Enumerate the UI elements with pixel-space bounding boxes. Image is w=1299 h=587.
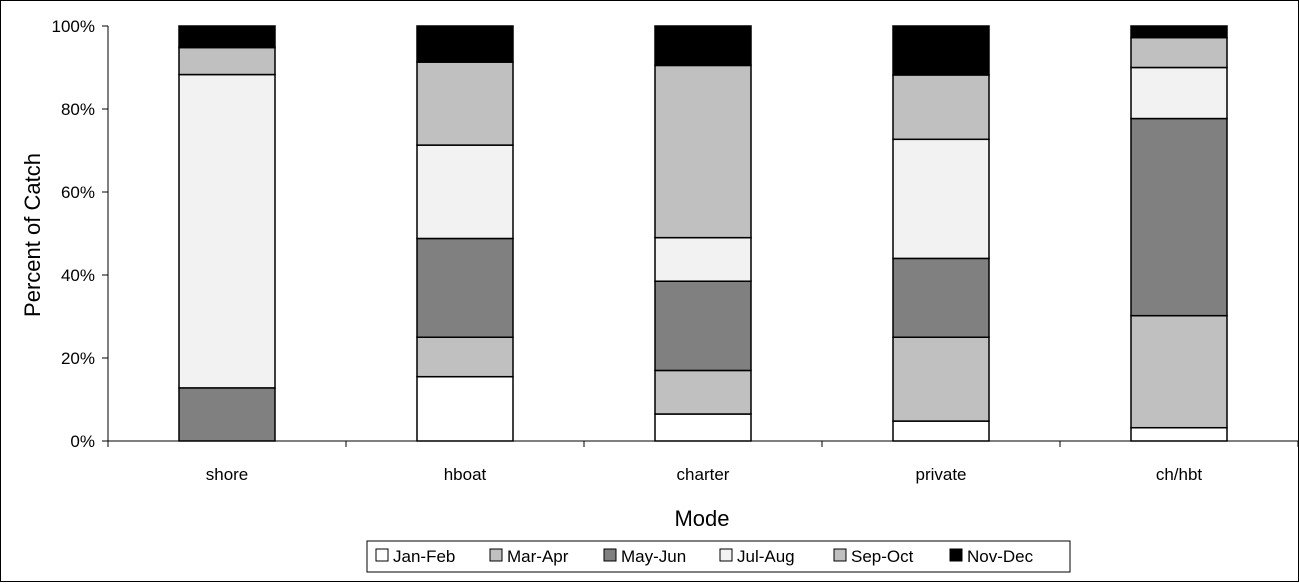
bar-segment-ch-hbt-jul-aug xyxy=(1130,66,1228,120)
bar-segment-hboat-sep-oct xyxy=(416,61,514,146)
bar-segment-charter-nov-dec xyxy=(654,25,752,67)
y-tick-label: 80% xyxy=(61,100,95,119)
legend-label-may-jun: May-Jun xyxy=(621,547,686,566)
bar-segment-ch-hbt-may-jun xyxy=(1130,117,1228,317)
x-tick-label: ch/hbt xyxy=(1156,465,1203,484)
y-tick-label: 20% xyxy=(61,349,95,368)
legend-swatch-mar-apr xyxy=(489,548,503,562)
bar-segment-shore-may-jun xyxy=(178,387,276,442)
y-tick-label: 0% xyxy=(70,432,95,451)
x-tick-label: shore xyxy=(206,465,249,484)
bar-segment-hboat-jan-feb xyxy=(416,375,514,442)
bar-segment-ch-hbt-mar-apr xyxy=(1130,314,1228,429)
bar-segment-ch-hbt-jan-feb xyxy=(1130,426,1228,442)
bar-segment-charter-jul-aug xyxy=(654,236,752,282)
y-tick-label: 100% xyxy=(52,17,95,36)
bars-layer xyxy=(178,25,1228,442)
bar-segment-ch-hbt-nov-dec xyxy=(1130,25,1228,39)
legend-label-jul-aug: Jul-Aug xyxy=(737,547,795,566)
bar-segment-private-nov-dec xyxy=(892,25,990,76)
bar-segment-private-jan-feb xyxy=(892,420,990,442)
bar-segment-private-may-jun xyxy=(892,257,990,338)
bar-segment-hboat-nov-dec xyxy=(416,25,514,63)
legend-label-mar-apr: Mar-Apr xyxy=(507,547,569,566)
x-tick-label: hboat xyxy=(444,465,487,484)
x-axis-title: Mode xyxy=(674,506,729,531)
x-tick-label: private xyxy=(915,465,966,484)
y-tick-label: 40% xyxy=(61,266,95,285)
y-axis-title: Percent of Catch xyxy=(20,153,45,317)
legend-box xyxy=(366,540,1071,573)
legend-swatch-jul-aug xyxy=(719,548,733,562)
bar-segment-private-jul-aug xyxy=(892,138,990,260)
bar-segment-charter-jan-feb xyxy=(654,413,752,442)
bar-segment-hboat-mar-apr xyxy=(416,336,514,378)
legend-swatch-sep-oct xyxy=(833,548,847,562)
bar-segment-private-mar-apr xyxy=(892,336,990,422)
bar-segment-charter-mar-apr xyxy=(654,369,752,415)
bar-segment-shore-nov-dec xyxy=(178,25,276,49)
bar-segment-charter-sep-oct xyxy=(654,64,752,239)
x-tick-label: charter xyxy=(677,465,730,484)
y-tick-label: 60% xyxy=(61,183,95,202)
bar-segment-charter-may-jun xyxy=(654,280,752,372)
legend: Jan-Feb Mar-Apr May-Jun Jul-Aug Sep-Oct Nov-D… xyxy=(366,540,1071,573)
bar-segment-shore-jul-aug xyxy=(178,73,276,389)
legend-swatch-nov-dec xyxy=(949,548,963,562)
legend-swatch-jan-feb xyxy=(375,548,389,562)
legend-swatch-may-jun xyxy=(603,548,617,562)
legend-label-jan-feb: Jan-Feb xyxy=(393,547,455,566)
legend-label-sep-oct: Sep-Oct xyxy=(851,547,914,566)
axes-layer: 0% 20% 40% 60% 80% 100% shore hboat charter priva… xyxy=(52,17,1299,484)
bar-segment-hboat-may-jun xyxy=(416,237,514,338)
bar-segment-hboat-jul-aug xyxy=(416,144,514,240)
bar-segment-private-sep-oct xyxy=(892,74,990,141)
bar-segment-shore-sep-oct xyxy=(178,46,276,76)
bar-segment-ch-hbt-sep-oct xyxy=(1130,36,1228,69)
legend-label-nov-dec: Nov-Dec xyxy=(967,547,1034,566)
